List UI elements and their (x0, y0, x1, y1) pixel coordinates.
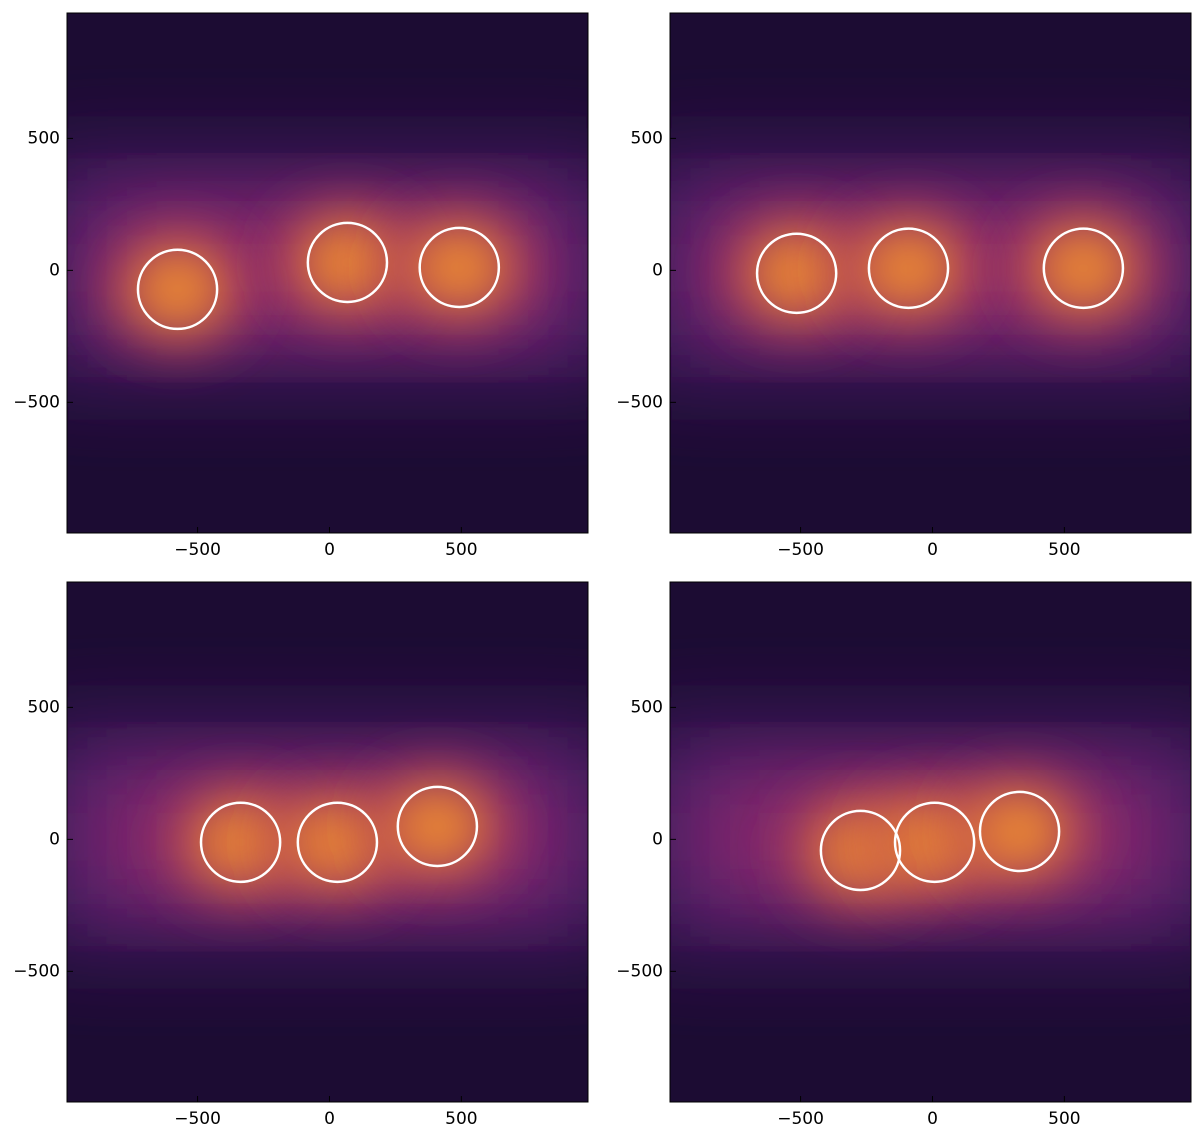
x-tick-label: 500 (1048, 1109, 1080, 1129)
y-tick-label: −500 (13, 961, 60, 981)
heatmap-glow (998, 198, 1169, 339)
heatmap-glow (92, 219, 263, 360)
heatmap (670, 13, 1191, 533)
x-tick-label: −500 (174, 1109, 221, 1129)
x-tick-label: 500 (445, 540, 477, 560)
y-tick-label: 500 (28, 697, 60, 717)
region-circle (306, 221, 389, 304)
region-circle (418, 226, 501, 309)
heatmap-glow (823, 198, 994, 339)
y-tick-label: −500 (616, 392, 663, 412)
heatmap-glow (374, 197, 545, 338)
x-tick-label: −500 (174, 540, 221, 560)
y-tick-label: 0 (49, 260, 60, 280)
axes-frame (669, 12, 1192, 534)
y-tick-label: 0 (652, 829, 663, 849)
x-tick-label: 0 (927, 1109, 938, 1129)
region-circle (296, 801, 379, 884)
region-circle (199, 801, 282, 884)
x-tick-label: 0 (324, 1109, 335, 1129)
region-circle (893, 801, 976, 884)
heatmap-glow (352, 756, 523, 897)
region-circle (819, 809, 902, 892)
heatmap (670, 582, 1191, 1102)
y-tick-label: 0 (652, 260, 663, 280)
y-tick-label: 0 (49, 829, 60, 849)
y-tick-label: −500 (13, 392, 60, 412)
y-tick-label: 500 (28, 128, 60, 148)
region-circle (136, 248, 219, 331)
x-tick-label: 0 (324, 540, 335, 560)
heatmap (67, 13, 588, 533)
x-tick-label: 0 (927, 540, 938, 560)
x-tick-label: −500 (777, 1109, 824, 1129)
region-circle (396, 785, 479, 868)
heatmap (67, 582, 588, 1102)
y-tick-label: −500 (616, 961, 663, 981)
axes-frame (66, 12, 589, 534)
heatmap-glow (934, 761, 1105, 902)
x-tick-label: 500 (445, 1109, 477, 1129)
region-circle (755, 232, 838, 315)
region-circle (978, 790, 1061, 873)
x-tick-label: 500 (1048, 540, 1080, 560)
axes-frame (669, 581, 1192, 1103)
region-circle (867, 227, 950, 310)
y-tick-label: 500 (631, 128, 663, 148)
x-tick-label: −500 (777, 540, 824, 560)
y-tick-label: 500 (631, 697, 663, 717)
region-circle (1042, 227, 1125, 310)
axes-frame (66, 581, 589, 1103)
